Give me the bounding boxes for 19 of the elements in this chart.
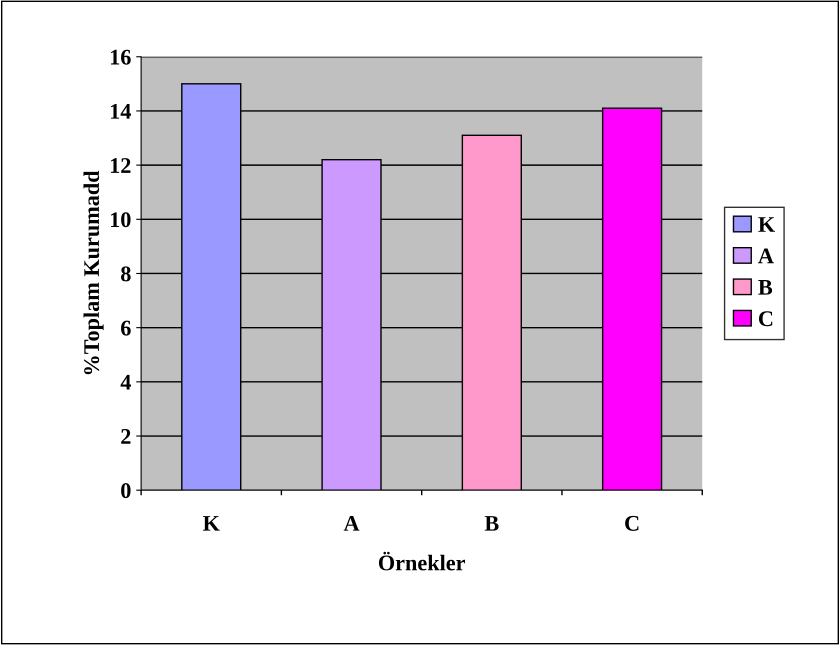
x-tick-label: A — [344, 516, 360, 531]
legend-label: A — [758, 248, 774, 264]
y-tick-label: 4 — [120, 374, 131, 390]
legend-label: K — [758, 217, 776, 232]
y-tick-label: 16 — [110, 50, 131, 65]
y-tick-label: 2 — [121, 429, 130, 444]
x-tick-label: B — [484, 516, 499, 531]
y-tick-label: 8 — [121, 266, 131, 282]
y-tick-label: 10 — [110, 212, 131, 228]
legend-label: B — [758, 280, 772, 295]
y-tick-label: 0 — [121, 483, 131, 498]
y-tick-label: 12 — [110, 158, 130, 173]
legend-label: C — [758, 311, 772, 326]
y-axis-title: %Toplam Kurumadd — [83, 170, 104, 374]
x-tick-label: K — [202, 516, 220, 531]
y-tick-label: 14 — [110, 104, 131, 119]
x-axis-title: Örnekler — [378, 552, 466, 570]
x-tick-label: C — [625, 516, 638, 531]
y-tick-label: 6 — [121, 320, 131, 336]
